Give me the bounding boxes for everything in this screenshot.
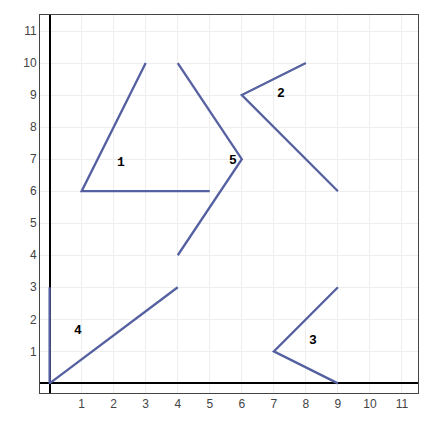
svg-text:11: 11 xyxy=(24,24,37,38)
svg-text:6: 6 xyxy=(238,397,245,411)
svg-text:6: 6 xyxy=(30,184,37,198)
svg-text:2: 2 xyxy=(277,86,285,101)
svg-text:3: 3 xyxy=(142,397,149,411)
svg-text:11: 11 xyxy=(396,397,409,411)
svg-text:8: 8 xyxy=(303,397,310,411)
svg-text:5: 5 xyxy=(229,153,237,168)
svg-text:5: 5 xyxy=(206,397,213,411)
svg-text:7: 7 xyxy=(30,152,37,166)
svg-text:10: 10 xyxy=(23,56,37,70)
svg-text:1: 1 xyxy=(30,345,37,359)
svg-text:4: 4 xyxy=(74,323,82,338)
svg-text:2: 2 xyxy=(110,397,117,411)
svg-text:4: 4 xyxy=(174,397,181,411)
svg-text:5: 5 xyxy=(30,216,37,230)
svg-text:9: 9 xyxy=(335,397,342,411)
svg-text:9: 9 xyxy=(30,88,37,102)
svg-text:4: 4 xyxy=(30,248,37,262)
svg-text:3: 3 xyxy=(30,280,37,294)
svg-text:2: 2 xyxy=(30,313,37,327)
svg-text:1: 1 xyxy=(117,155,125,170)
svg-text:10: 10 xyxy=(363,397,377,411)
svg-text:8: 8 xyxy=(30,120,37,134)
svg-text:7: 7 xyxy=(271,397,278,411)
svg-text:3: 3 xyxy=(309,333,317,348)
svg-text:1: 1 xyxy=(78,397,85,411)
